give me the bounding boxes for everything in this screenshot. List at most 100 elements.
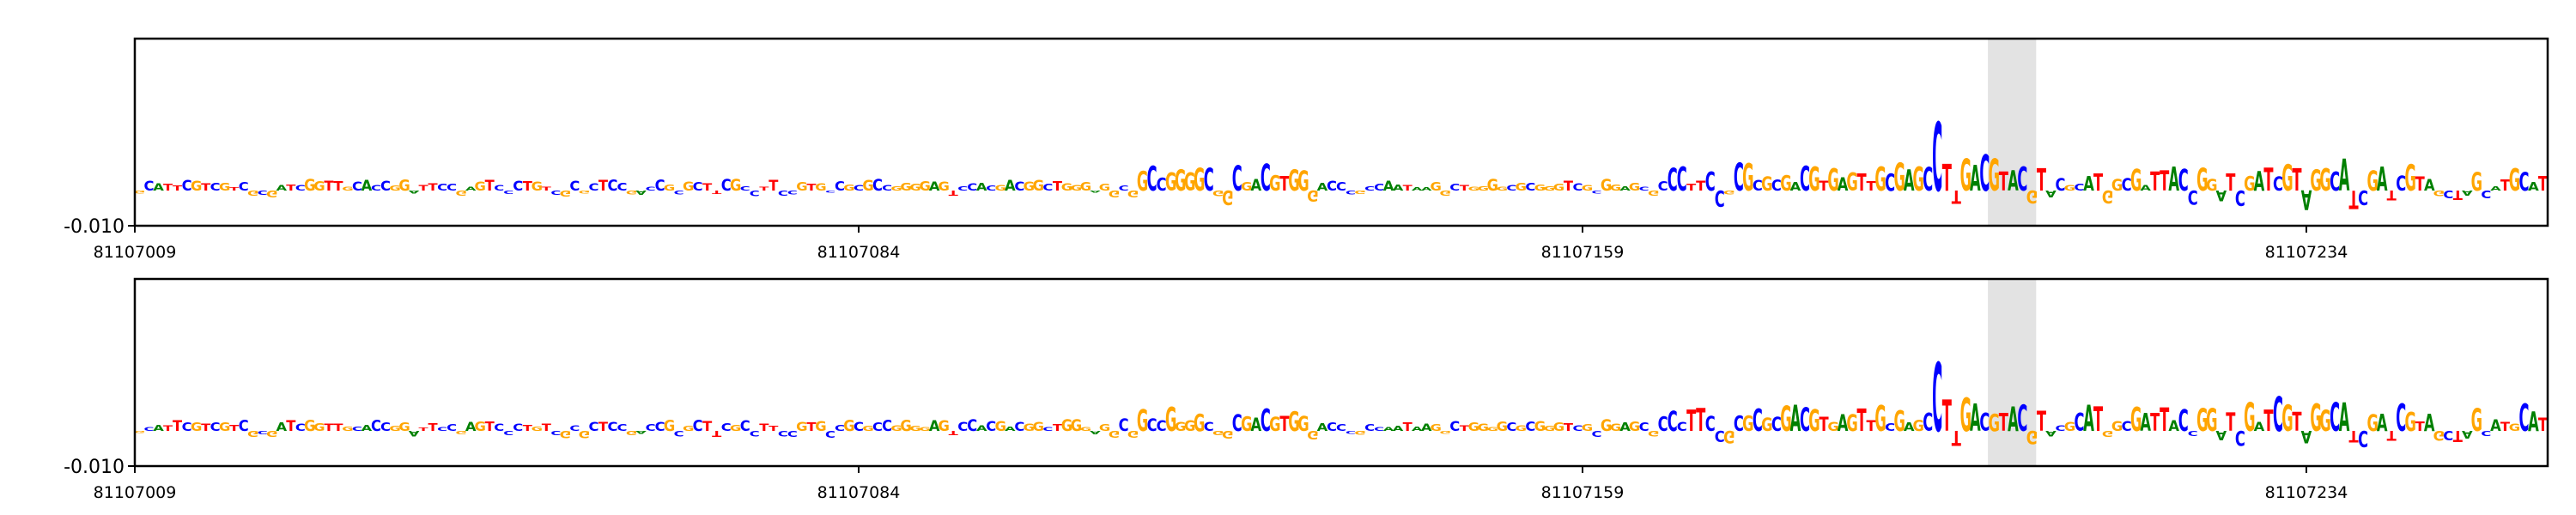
logo-letter: G (683, 179, 694, 194)
logo-letter: G (938, 179, 949, 194)
logo-letter: C (1232, 159, 1242, 199)
logo-letter: G (455, 189, 466, 197)
logo-letter: G (2130, 164, 2142, 198)
logo-letter: A (2301, 427, 2312, 446)
logo-letter: T (2263, 161, 2274, 198)
logo-letter: G (1024, 179, 1035, 194)
logo-letter: G (2281, 156, 2293, 199)
logo-letter: C (352, 426, 362, 433)
x-tick-label: 81107234 (2265, 483, 2348, 502)
logo-letter: C (1147, 161, 1157, 200)
logo-letter: C (1261, 404, 1271, 439)
logo-letter: G (1194, 410, 1205, 438)
logo-letter: C (144, 426, 155, 433)
logo-letter: C (2481, 428, 2491, 437)
logo-letter: A (1970, 396, 1981, 440)
logo-letter: G (995, 418, 1006, 434)
logo-letter: C (295, 422, 306, 433)
logo-letter: C (2188, 185, 2198, 208)
logo-letter: C (1932, 104, 1942, 213)
logo-letter: G (455, 430, 466, 435)
logo-letter: A (1790, 399, 1801, 439)
logo-letter: G (134, 190, 145, 195)
logo-letter: T (759, 186, 769, 192)
logo-letter: C (1668, 161, 1678, 198)
logo-letter: T (1819, 178, 1828, 194)
logo-letter: G (2433, 427, 2445, 444)
logo-letter: C (1119, 185, 1129, 192)
logo-letter: C (513, 178, 523, 194)
logo-letter: G (1827, 420, 1838, 434)
logo-letter: G (532, 179, 543, 194)
logo-letter: T (1686, 404, 1697, 439)
logo-letter: G (1487, 177, 1498, 195)
logo-letter: C (437, 183, 447, 193)
logo-letter: T (201, 422, 210, 433)
logo-letter: C (1573, 182, 1583, 193)
logo-letter: C (1639, 421, 1649, 434)
logo-letter: G (389, 185, 400, 192)
logo-letter: G (1440, 189, 1451, 197)
logo-letter: C (674, 428, 684, 437)
logo-letter: T (2500, 177, 2510, 195)
logo-letter: G (1544, 185, 1555, 191)
logo-letter: C (1374, 426, 1384, 432)
logo-letter: T (1460, 184, 1469, 192)
logo-letter: G (2206, 177, 2217, 195)
logo-letter: A (153, 182, 164, 193)
logo-letter: T (2037, 405, 2047, 438)
logo-letter: G (626, 189, 637, 195)
logo-letter: T (1564, 178, 1574, 194)
logo-letter: A (1412, 425, 1423, 432)
logo-letter: G (1874, 161, 1886, 198)
logo-letter: C (2481, 188, 2491, 201)
logo-letter: G (1629, 181, 1640, 194)
logo-letter: G (1194, 161, 1205, 198)
logo-letter: G (1534, 418, 1546, 434)
logo-letter: C (513, 422, 523, 433)
logo-letter: G (1061, 182, 1072, 193)
logo-letter: A (465, 185, 477, 191)
logo-letter: T (1867, 179, 1877, 194)
logo-letter: C (494, 185, 504, 193)
logo-letter: C (721, 422, 732, 434)
logo-letter: T (2226, 170, 2236, 197)
logo-letter: G (2102, 185, 2113, 205)
logo-letter: T (1857, 403, 1867, 439)
logo-letter: G (1241, 413, 1252, 435)
logo-letter: T (2037, 162, 2046, 199)
logo-letter: T (485, 178, 495, 194)
logo-letter: G (1288, 164, 1299, 198)
logo-letter: T (1686, 183, 1697, 193)
logo-letter: G (1269, 413, 1280, 435)
logo-letter: C (1668, 406, 1678, 437)
logo-letter: G (2310, 164, 2321, 197)
logo-letter: C (872, 420, 883, 433)
logo-letter: A (929, 418, 940, 434)
logo-letter: C (2330, 396, 2340, 441)
logo-letter: C (2075, 408, 2085, 437)
logo-letter: G (247, 428, 258, 439)
logo-letter: A (409, 428, 421, 437)
logo-letter: T (542, 422, 552, 433)
logo-letter: G (1516, 425, 1527, 433)
logo-letter: C (447, 183, 457, 194)
logo-letter: C (693, 417, 703, 435)
logo-letter: C (646, 423, 656, 433)
logo-letter: G (1601, 417, 1612, 435)
logo-letter: G (1761, 415, 1772, 436)
logo-letter: G (1071, 417, 1082, 435)
x-tick-label: 81107084 (817, 243, 901, 262)
logo-letter: C (646, 185, 656, 192)
logo-letter: C (1346, 430, 1356, 434)
logo-letter: C (239, 179, 249, 193)
logo-letter: C (1147, 416, 1157, 436)
logo-letter: G (1080, 427, 1091, 433)
logo-letter: C (1014, 420, 1024, 434)
logo-letter: G (532, 425, 543, 432)
logo-letter: C (2017, 161, 2027, 198)
logo-letter: C (1677, 420, 1687, 434)
logo-letter: A (2083, 397, 2094, 439)
logo-letter: G (1610, 422, 1621, 433)
logo-letter: G (2433, 188, 2445, 197)
